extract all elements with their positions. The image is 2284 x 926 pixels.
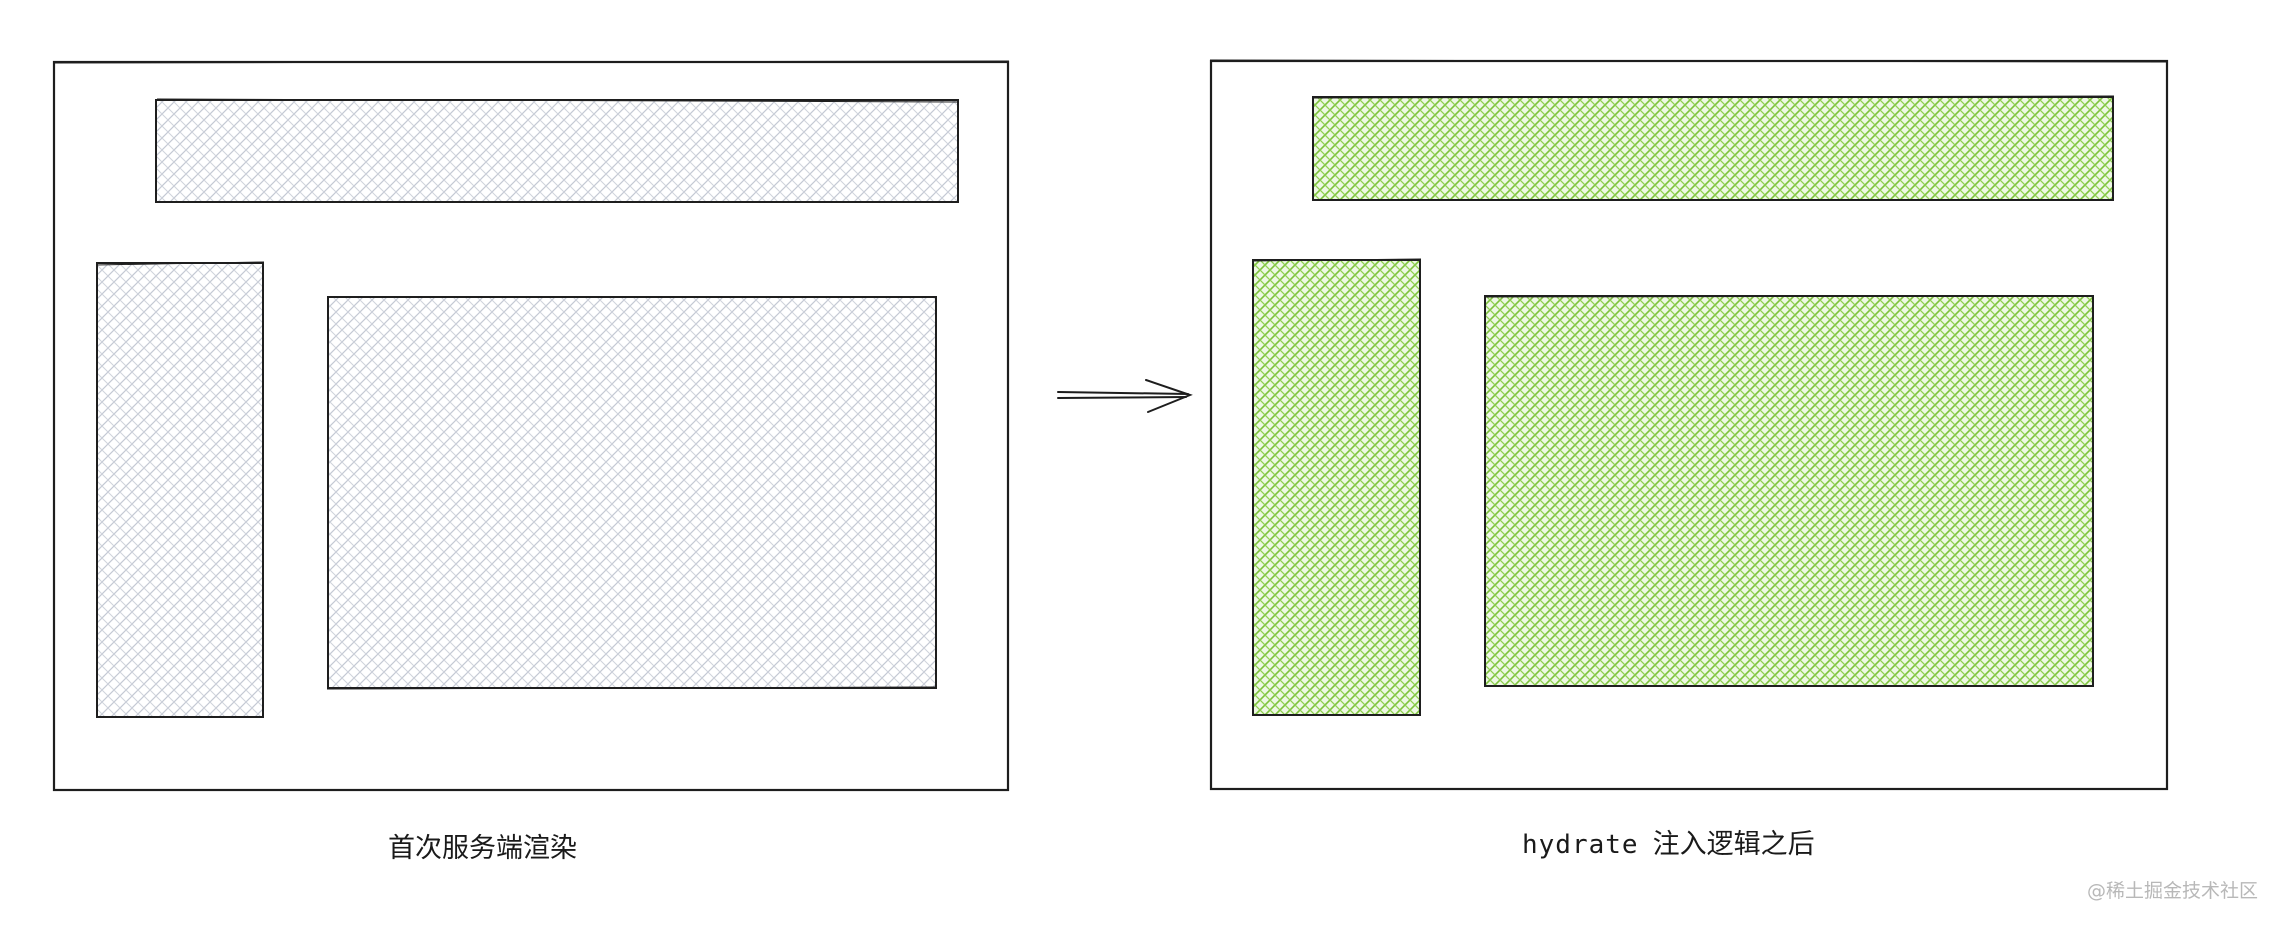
- left-content-block: [326, 296, 938, 690]
- right-header-block: [1311, 95, 2115, 201]
- watermark: @稀土掘金技术社区: [2086, 880, 2258, 902]
- left-panel: [52, 60, 1010, 792]
- left-header-block: [155, 98, 960, 203]
- right-sidebar-block: [1251, 258, 1422, 716]
- right-content-block: [1483, 295, 2095, 687]
- transition-arrow: [1057, 379, 1193, 413]
- right-caption: hydrate 注入逻辑之后: [1522, 822, 1815, 861]
- right-caption-text: 注入逻辑之后: [1652, 829, 1815, 860]
- right-caption-prefix: hydrate: [1522, 830, 1639, 860]
- left-caption: 首次服务端渲染: [388, 833, 577, 864]
- right-panel: [1209, 59, 2169, 791]
- left-sidebar-block: [95, 261, 265, 718]
